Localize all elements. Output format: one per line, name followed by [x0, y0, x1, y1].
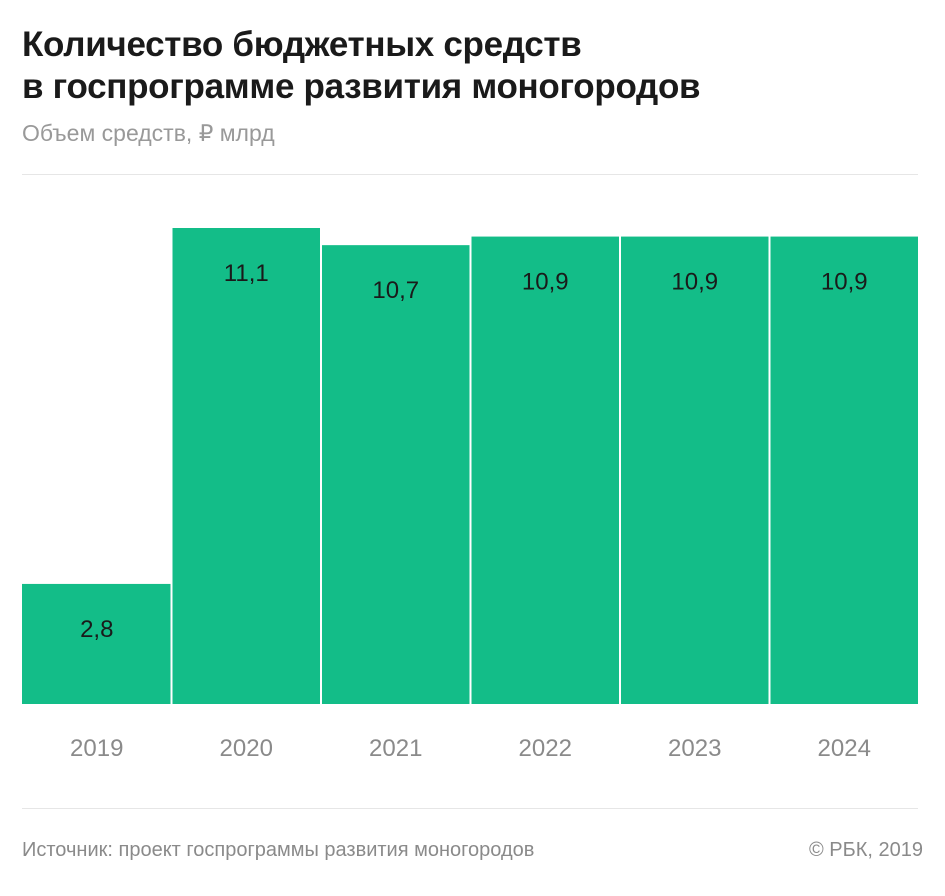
x-tick-label: 2024	[818, 735, 871, 762]
bar-2023	[621, 236, 769, 704]
value-label: 11,1	[224, 260, 269, 287]
x-tick-label: 2022	[519, 735, 572, 762]
x-tick-label: 2021	[369, 735, 422, 762]
chart-title: Количество бюджетных средств в госпрограм…	[22, 24, 701, 108]
value-label: 10,9	[522, 269, 569, 296]
bottom-divider	[22, 808, 918, 809]
x-tick-label: 2023	[668, 735, 721, 762]
copyright: © РБК, 2019	[808, 839, 923, 861]
chart-subtitle: Объем средств, ₽ млрд	[22, 120, 275, 146]
bar-2024	[770, 236, 918, 704]
bar-2020	[172, 228, 320, 704]
value-label: 2,8	[80, 616, 113, 643]
x-tick-label: 2020	[220, 735, 273, 762]
bar-2021	[322, 245, 470, 705]
value-label: 10,7	[372, 277, 419, 304]
source-note: Источник: проект госпрограммы развития м…	[22, 839, 535, 861]
value-label: 10,9	[821, 269, 868, 296]
bar-2019	[22, 583, 171, 704]
value-label: 10,9	[671, 269, 718, 296]
title-line-1: Количество бюджетных средств	[22, 25, 582, 64]
title-line-2: в госпрограмме развития моногородов	[22, 67, 701, 106]
top-divider	[22, 174, 918, 175]
x-tick-label: 2019	[70, 735, 123, 762]
bar-2022	[471, 236, 619, 704]
